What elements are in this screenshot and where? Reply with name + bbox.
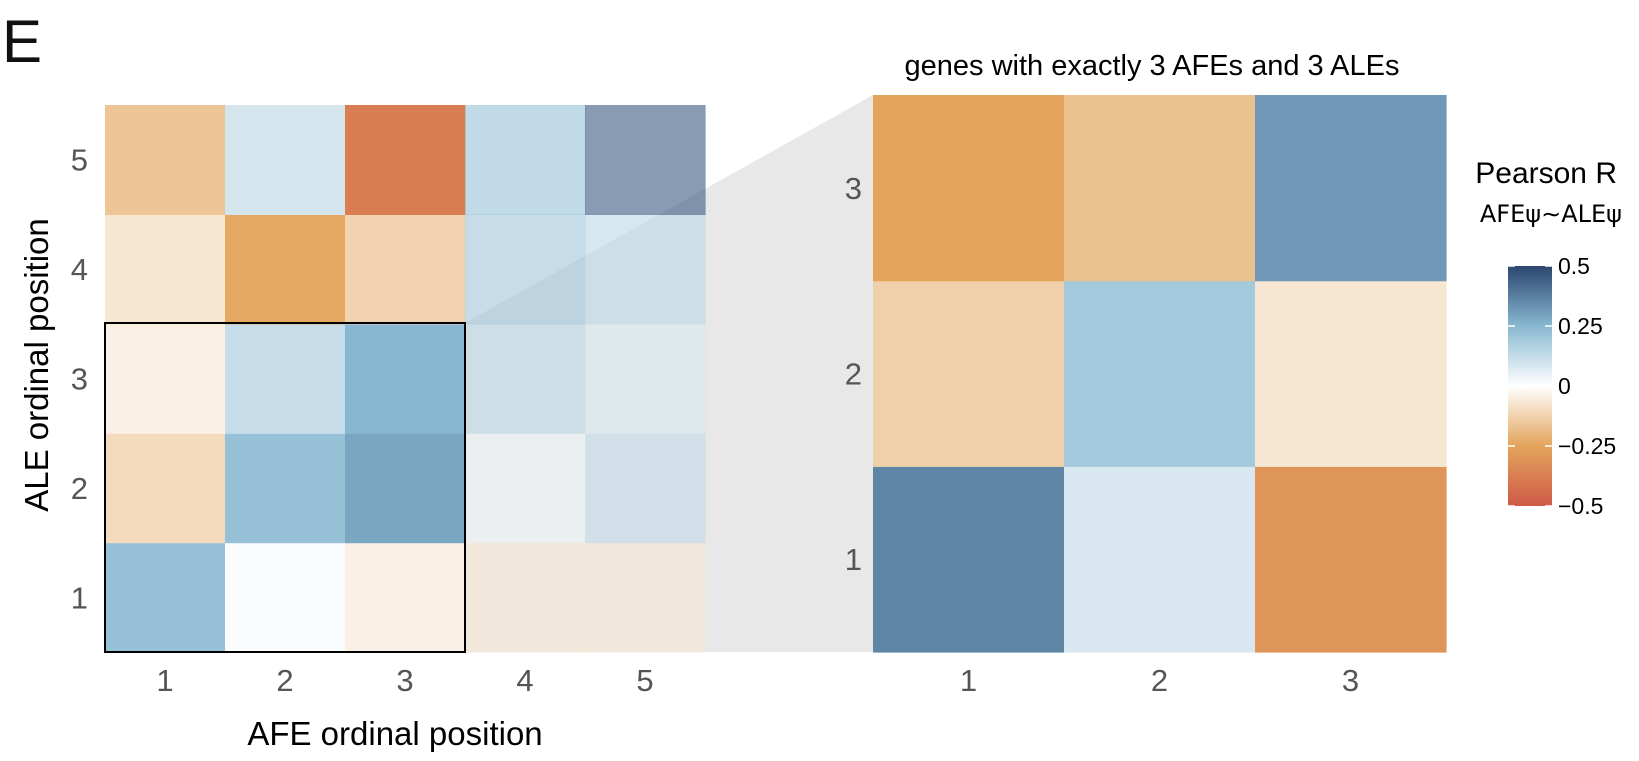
left-cell-x2-y5	[225, 105, 346, 215]
legend-title: Pearson R	[1475, 157, 1617, 190]
right-cell-x2-y3	[1064, 95, 1256, 282]
left-y-tick-1: 1	[71, 580, 88, 615]
left-cell-x5-y2	[585, 433, 706, 544]
legend-subtitle: AFEψ∼ALEψ	[1480, 200, 1622, 228]
right-cell-x1-y1	[873, 466, 1065, 653]
left-cell-x1-y5	[105, 105, 226, 215]
legend-tick-label: 0.25	[1558, 313, 1603, 339]
left-cell-x4-y2	[465, 433, 586, 544]
right-x-tick-2: 2	[1151, 663, 1168, 698]
right-cell-x1-y3	[873, 95, 1065, 282]
right-cell-x3-y1	[1255, 466, 1447, 653]
left-cell-x2-y2	[225, 433, 346, 544]
left-cell-x1-y2	[105, 433, 226, 544]
legend-ticks: 0.5 0.25 0 −0.25 −0.5	[1508, 253, 1616, 519]
left-y-tick-3: 3	[71, 362, 88, 397]
right-cell-x3-y3	[1255, 95, 1447, 282]
right-heatmap: 1 2 3 1 2 3	[845, 95, 1447, 698]
left-x-tick-2: 2	[276, 663, 293, 698]
left-cell-x2-y4	[225, 214, 346, 325]
left-cell-x3-y4	[345, 214, 466, 325]
right-x-tick-1: 1	[960, 663, 977, 698]
left-cell-x4-y4	[465, 214, 586, 325]
left-cell-x3-y1	[345, 542, 466, 653]
left-cell-x5-y4	[585, 214, 706, 325]
right-y-tick-1: 1	[845, 542, 862, 577]
highlight-box	[104, 322, 466, 653]
panel-label: E	[2, 8, 42, 75]
x-axis-title: AFE ordinal position	[247, 715, 542, 752]
left-x-tick-3: 3	[396, 663, 413, 698]
right-y-tick-2: 2	[845, 357, 862, 392]
left-cell-x5-y5	[585, 105, 706, 215]
left-cell-x4-y3	[465, 323, 586, 434]
left-heatmap: 1 2 3 4 5 1 2 3 4 5	[71, 105, 706, 698]
right-cell-x3-y2	[1255, 280, 1447, 467]
right-chart-title: genes with exactly 3 AFEs and 3 ALEs	[905, 50, 1400, 82]
left-cell-x4-y5	[465, 105, 586, 215]
left-cell-x1-y4	[105, 214, 226, 325]
left-y-tick-5: 5	[71, 143, 88, 178]
left-x-tick-4: 4	[516, 663, 533, 698]
right-x-tick-3: 3	[1342, 663, 1359, 698]
left-cell-x1-y1	[105, 542, 226, 653]
right-cell-x2-y1	[1064, 466, 1256, 653]
left-cell-x5-y3	[585, 323, 706, 434]
left-cell-x2-y3	[225, 323, 346, 434]
left-cell-x3-y5	[345, 105, 466, 215]
left-cell-x2-y1	[225, 542, 346, 653]
left-x-tick-1: 1	[156, 663, 173, 698]
legend-colorbar	[1508, 266, 1552, 506]
left-cell-x3-y3	[345, 323, 466, 434]
right-y-tick-3: 3	[845, 171, 862, 206]
left-y-tick-4: 4	[71, 252, 88, 287]
left-cell-x3-y2	[345, 433, 466, 544]
left-y-tick-2: 2	[71, 471, 88, 506]
y-axis-title: ALE ordinal position	[18, 218, 55, 512]
left-x-tick-5: 5	[636, 663, 653, 698]
legend-tick-label: −0.5	[1558, 493, 1603, 519]
left-cell-x5-y1	[585, 542, 706, 653]
legend-tick-label: −0.25	[1558, 433, 1616, 459]
right-cell-x1-y2	[873, 280, 1065, 467]
right-cell-x2-y2	[1064, 280, 1256, 467]
left-cell-x1-y3	[105, 323, 226, 434]
left-cell-x4-y1	[465, 542, 586, 653]
legend-tick-label: 0	[1558, 373, 1571, 399]
legend-tick-label: 0.5	[1558, 253, 1590, 279]
